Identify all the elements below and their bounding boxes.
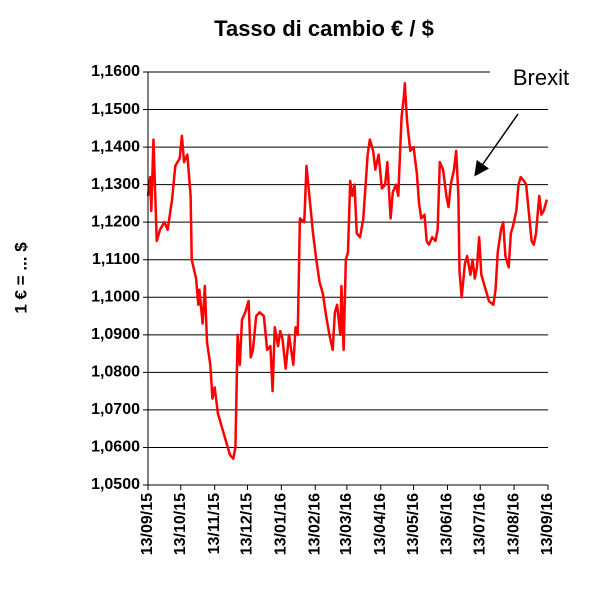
y-tick-label: 1,1000 <box>91 288 140 305</box>
y-tick-label: 1,0600 <box>91 439 140 456</box>
y-tick-label: 1,1100 <box>92 251 140 268</box>
y-tick-label: 1,0500 <box>91 476 140 493</box>
x-tick-label: 13/03/16 <box>338 493 355 555</box>
chart-title: Tasso di cambio € / $ <box>214 16 434 41</box>
y-tick-label: 1,0900 <box>91 326 140 343</box>
x-tick-label: 13/10/15 <box>172 493 189 555</box>
x-tick-label: 13/04/16 <box>372 493 389 555</box>
x-tick-label: 13/11/15 <box>206 493 223 555</box>
x-tick-label: 13/09/15 <box>139 493 156 555</box>
annotation-arrow <box>474 113 519 177</box>
x-tick-label: 13/12/15 <box>239 493 256 555</box>
y-tick-label: 1,1600 <box>91 63 140 80</box>
y-tick-label: 1,1500 <box>91 101 140 118</box>
x-tick-label: 13/02/16 <box>306 493 323 555</box>
x-tick-label: 13/06/16 <box>439 493 456 555</box>
line-series <box>146 82 549 460</box>
annotation: Brexit <box>513 65 569 90</box>
y-tick-label: 1,1400 <box>91 138 140 155</box>
y-axis-label: 1 € = ... $ <box>11 242 30 314</box>
y-tick-label: 1,1200 <box>91 213 140 230</box>
x-tick-label: 13/07/16 <box>471 493 488 555</box>
x-tick-label: 13/08/16 <box>505 493 522 555</box>
y-tick-label: 1,1300 <box>91 176 140 193</box>
y-tick-label: 1,0800 <box>91 364 140 381</box>
x-tick-label: 13/09/16 <box>539 493 556 555</box>
annotation-bg <box>490 60 596 98</box>
y-tick-label: 1,0700 <box>91 401 140 418</box>
x-tick-label: 13/01/16 <box>273 493 290 555</box>
x-tick-label: 13/05/16 <box>405 493 422 555</box>
